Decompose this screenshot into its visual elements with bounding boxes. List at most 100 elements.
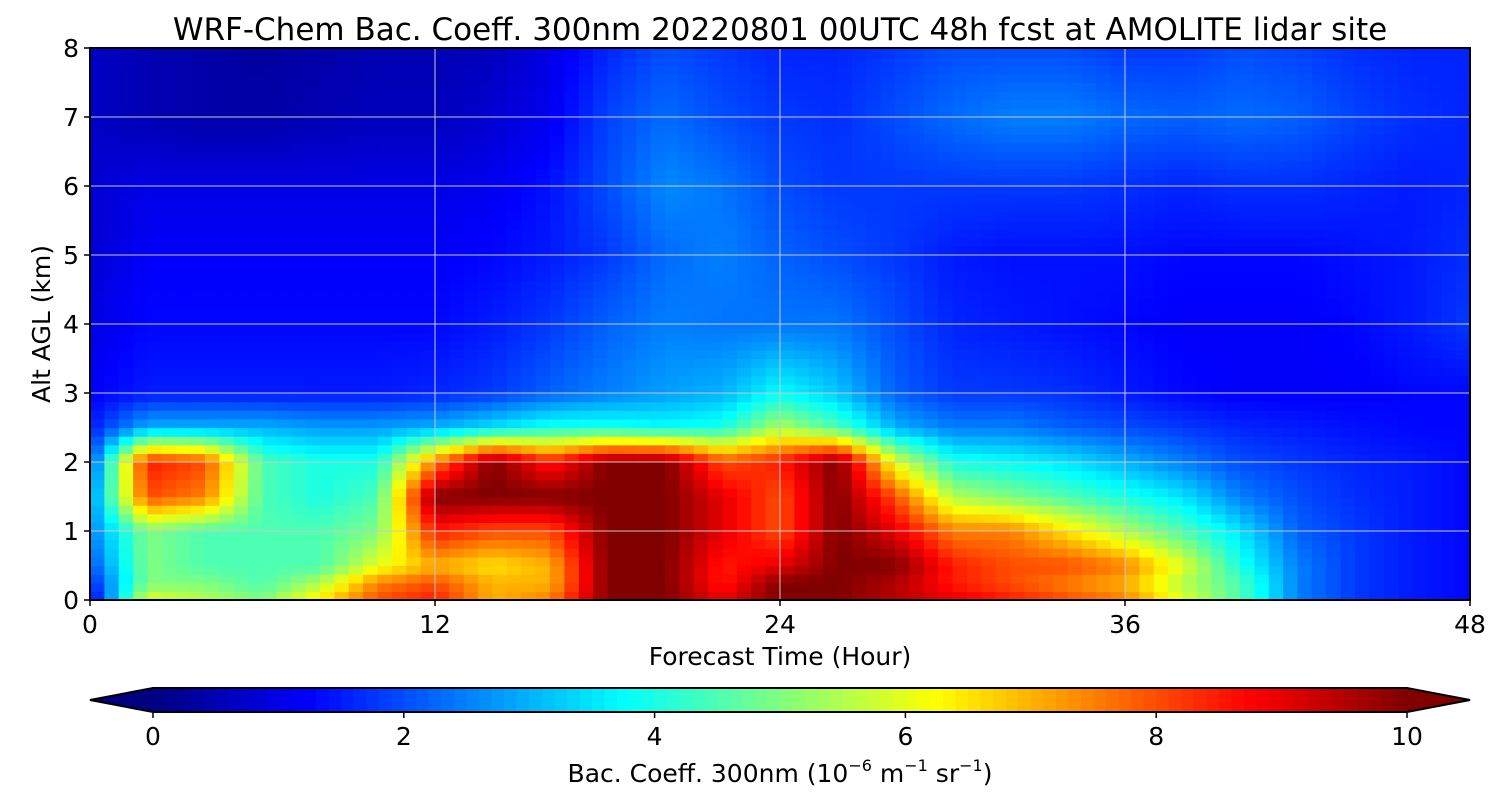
heatmap-cell xyxy=(722,186,738,196)
heatmap-cell xyxy=(708,280,724,291)
heatmap-cell xyxy=(995,237,1011,247)
heatmap-cell xyxy=(780,513,795,523)
heatmap-cell xyxy=(780,151,795,161)
heatmap-cell xyxy=(1340,160,1356,170)
heatmap-cell xyxy=(406,211,422,222)
heatmap-cell xyxy=(1024,358,1040,368)
heatmap-cell xyxy=(363,341,379,351)
heatmap-cell xyxy=(1398,168,1414,178)
heatmap-cell xyxy=(478,367,494,377)
heatmap-cell xyxy=(679,548,695,558)
heatmap-cell xyxy=(578,341,594,351)
heatmap-cell xyxy=(1110,574,1126,584)
heatmap-cell xyxy=(966,522,982,532)
heatmap-cell xyxy=(621,367,637,377)
heatmap-cell xyxy=(305,505,321,515)
heatmap-cell xyxy=(550,298,565,308)
heatmap-cell xyxy=(420,574,436,584)
heatmap-cell xyxy=(650,436,666,446)
heatmap-cell xyxy=(248,367,264,377)
heatmap-cell xyxy=(1383,315,1399,325)
heatmap-cell xyxy=(104,306,120,316)
heatmap-cell xyxy=(1081,505,1097,515)
heatmap-cell xyxy=(506,186,522,196)
heatmap-cell xyxy=(981,401,997,411)
heatmap-cell xyxy=(406,280,422,291)
heatmap-cell xyxy=(1225,272,1241,282)
heatmap-cell xyxy=(1211,341,1227,351)
heatmap-cell xyxy=(1398,505,1414,515)
heatmap-cell xyxy=(621,513,637,523)
heatmap-cell xyxy=(521,522,537,532)
heatmap-cell xyxy=(794,341,810,351)
heatmap-cell xyxy=(1398,367,1414,377)
heatmap-cell xyxy=(1268,548,1284,558)
heatmap-cell xyxy=(1110,298,1126,308)
heatmap-cell xyxy=(1096,332,1112,342)
heatmap-cell xyxy=(765,246,781,256)
heatmap-cell xyxy=(535,220,551,230)
heatmap-cell xyxy=(1268,427,1284,437)
heatmap-cell xyxy=(233,462,249,472)
heatmap-cell xyxy=(1182,505,1198,515)
heatmap-cell xyxy=(1240,220,1255,230)
heatmap-cell xyxy=(765,194,781,204)
heatmap-cell xyxy=(492,358,508,368)
heatmap-cell xyxy=(334,375,350,385)
heatmap-cell xyxy=(449,496,465,506)
heatmap-cell xyxy=(463,496,479,506)
heatmap-cell xyxy=(219,315,235,325)
heatmap-cell xyxy=(535,582,551,592)
heatmap-cell xyxy=(1311,444,1327,454)
heatmap-cell xyxy=(665,453,680,463)
heatmap-cell xyxy=(1139,211,1155,222)
heatmap-cell xyxy=(895,177,910,187)
heatmap-cell xyxy=(1096,177,1112,187)
heatmap-cell xyxy=(1024,229,1040,239)
heatmap-cell xyxy=(1139,315,1155,325)
heatmap-cell xyxy=(492,324,508,334)
heatmap-cell xyxy=(1254,453,1270,463)
heatmap-cell xyxy=(1096,255,1112,265)
heatmap-cell xyxy=(923,375,939,385)
heatmap-cell xyxy=(147,177,163,187)
heatmap-cell xyxy=(449,186,465,196)
heatmap-cell xyxy=(621,220,637,230)
heatmap-cell xyxy=(478,177,494,187)
heatmap-cell xyxy=(1311,470,1327,480)
heatmap-cell xyxy=(133,462,149,472)
heatmap-cell xyxy=(334,203,350,213)
heatmap-cell xyxy=(1125,565,1140,575)
heatmap-cell xyxy=(90,220,105,230)
heatmap-cell xyxy=(133,522,149,532)
heatmap-cell xyxy=(693,341,709,351)
heatmap-cell xyxy=(665,574,680,584)
heatmap-cell xyxy=(866,591,882,600)
heatmap-cell xyxy=(1297,436,1313,446)
heatmap-cell xyxy=(478,384,494,394)
heatmap-cell xyxy=(895,505,910,515)
heatmap-cell xyxy=(880,591,896,600)
heatmap-cell xyxy=(1168,470,1184,480)
heatmap-cell xyxy=(1326,315,1342,325)
heatmap-cell xyxy=(291,349,307,360)
heatmap-cell xyxy=(823,246,839,256)
heatmap-cell xyxy=(233,220,249,230)
heatmap-cell xyxy=(1211,410,1227,420)
heatmap-cell xyxy=(866,324,882,334)
heatmap-cell xyxy=(837,263,853,273)
heatmap-cell xyxy=(391,298,407,308)
heatmap-cell xyxy=(1340,298,1356,308)
heatmap-cell xyxy=(118,401,134,411)
heatmap-cell xyxy=(1254,168,1270,178)
heatmap-cell xyxy=(391,211,407,222)
heatmap-cell xyxy=(90,315,105,325)
heatmap-cell xyxy=(952,186,968,196)
heatmap-cell xyxy=(1369,298,1385,308)
heatmap-cell xyxy=(449,341,465,351)
heatmap-cell xyxy=(679,453,695,463)
heatmap-cell xyxy=(118,151,134,161)
heatmap-cell xyxy=(233,556,249,567)
heatmap-cell xyxy=(1038,263,1054,273)
heatmap-cell xyxy=(1096,453,1112,463)
